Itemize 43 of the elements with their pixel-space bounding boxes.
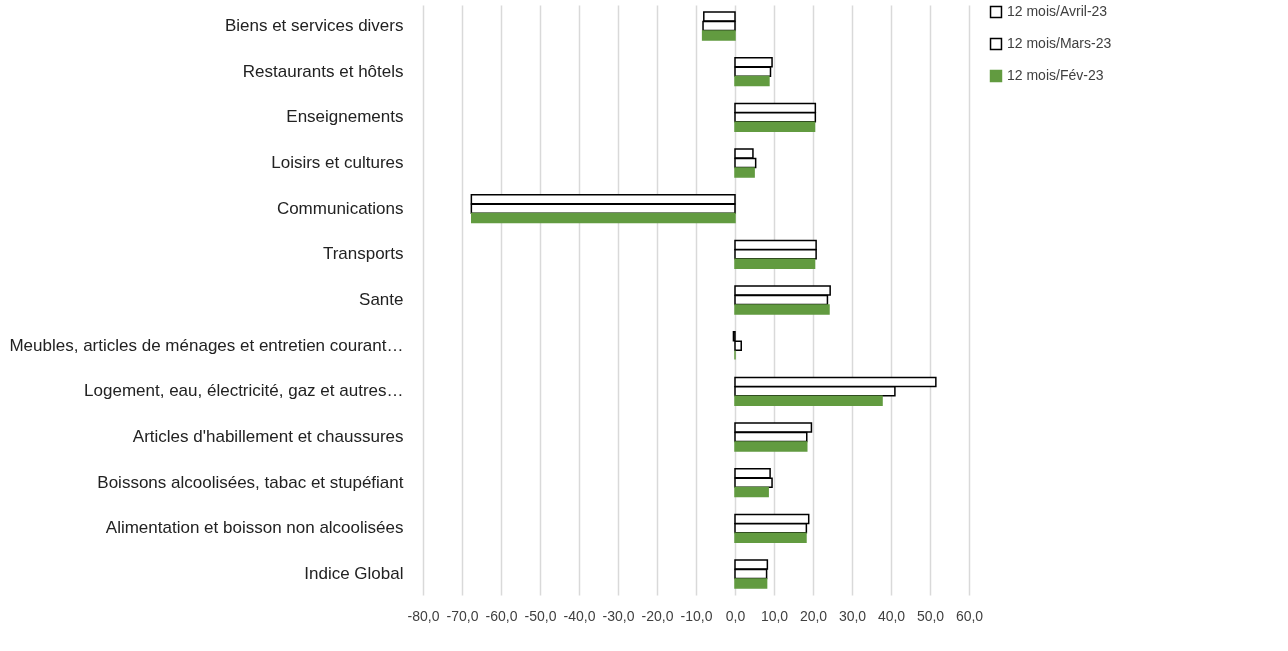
x-tick-label: 0,0: [725, 607, 746, 624]
x-tick-label: 10,0: [760, 607, 789, 624]
bar: [734, 441, 808, 452]
x-tick-label: 40,0: [877, 607, 906, 624]
x-tick-label: -40,0: [563, 607, 596, 624]
bar: [734, 486, 769, 498]
y-tick-label: Enseignements: [286, 107, 404, 127]
x-tick-label: 30,0: [838, 607, 867, 624]
y-tick-label: Loisirs et cultures: [271, 153, 404, 172]
x-tick-label: -30,0: [602, 607, 635, 624]
bar: [471, 212, 736, 224]
y-tick-label: Boissons alcoolisées, tabac et stupéfiant: [97, 472, 404, 492]
legend-label: 12 mois/Mars-23: [1007, 35, 1112, 51]
y-tick-label: Meubles, articles de ménages et entretien courant…: [9, 335, 404, 355]
y-tick-label: Biens et services divers: [224, 16, 404, 36]
x-tick-label: -20,0: [641, 607, 674, 624]
legend-label: 12 mois/Avril-23: [1007, 3, 1108, 19]
bar: [734, 258, 816, 270]
x-tick-label: -70,0: [446, 607, 479, 624]
bar: [734, 578, 768, 589]
x-tick-label: 50,0: [916, 607, 945, 624]
y-tick-label: Logement, eau, électricité, gaz et autres…: [84, 381, 404, 401]
x-tick-label: 60,0: [955, 607, 984, 624]
y-tick-label: Communications: [276, 198, 404, 218]
x-tick-label: -10,0: [680, 607, 713, 624]
legend-label: 12 mois/Fév-23: [1007, 67, 1104, 83]
y-tick-label: Alimentation et boisson non alcoolisées: [105, 518, 404, 538]
y-tick-label: Articles d'habillement et chaussures: [132, 427, 404, 446]
x-tick-label: 20,0: [799, 607, 828, 624]
x-tick-label: -80,0: [407, 607, 440, 624]
y-tick-label: Sante: [359, 290, 404, 309]
y-tick-label: Transports: [322, 244, 404, 264]
x-tick-label: -60,0: [485, 607, 518, 624]
y-tick-label: Indice Global: [304, 563, 404, 583]
bar: [701, 30, 736, 41]
y-tick-label: Restaurants et hôtels: [242, 61, 404, 81]
bar: [734, 167, 755, 178]
bar: [734, 395, 883, 407]
x-tick-label: -50,0: [524, 607, 557, 624]
bar: [734, 75, 770, 87]
bar: [734, 304, 830, 315]
bar: [734, 532, 807, 544]
bar: [734, 121, 816, 133]
